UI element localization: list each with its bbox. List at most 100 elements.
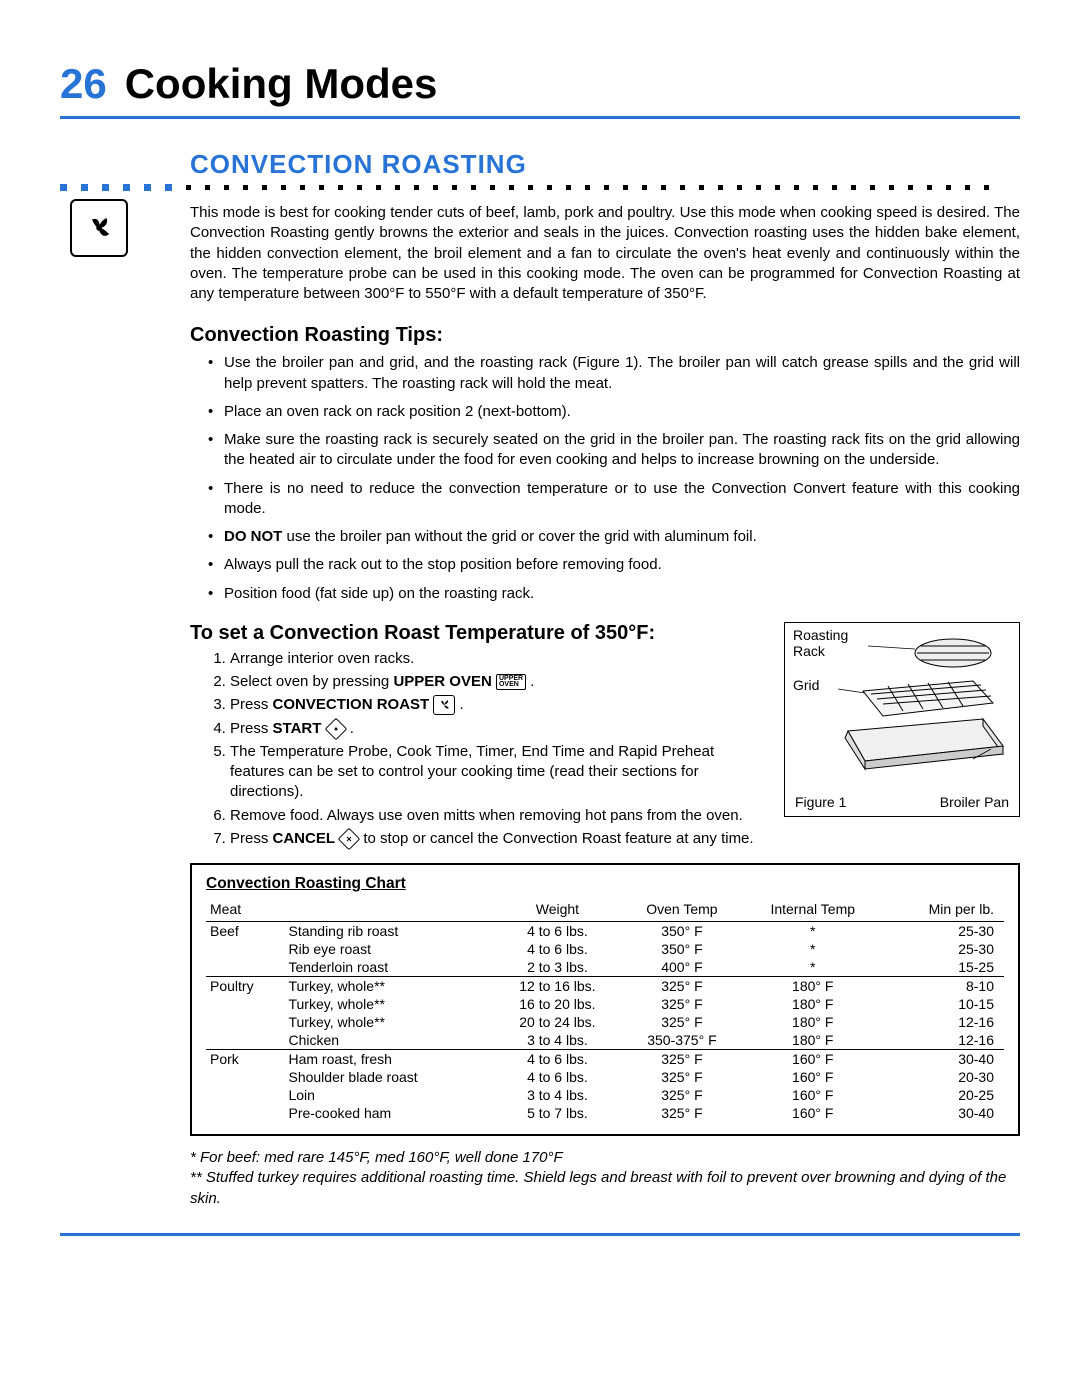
chart-cell: 350-375° F	[622, 1031, 743, 1050]
chart-column-header: Weight	[493, 899, 621, 922]
chart-cell: Turkey, whole**	[284, 995, 493, 1013]
chart-cell: 3 to 4 lbs.	[493, 1086, 621, 1104]
chart-cell: 4 to 6 lbs.	[493, 940, 621, 958]
chart-cell: 160° F	[742, 1104, 883, 1122]
chart-cell: 325° F	[622, 1013, 743, 1031]
chart-row: Tenderloin roast2 to 3 lbs.400° F*15-25	[206, 958, 1004, 977]
chart-cell: *	[742, 940, 883, 958]
chart-row: BeefStanding rib roast4 to 6 lbs.350° F*…	[206, 922, 1004, 941]
chart-cell: 4 to 6 lbs.	[493, 1050, 621, 1069]
chart-cell: 30-40	[883, 1104, 1004, 1122]
chart-cell: 20-25	[883, 1086, 1004, 1104]
chart-column-header: Internal Temp	[742, 899, 883, 922]
chart-row: PoultryTurkey, whole**12 to 16 lbs.325° …	[206, 977, 1004, 996]
figure-caption: Figure 1	[795, 794, 846, 810]
chart-cell: *	[742, 958, 883, 977]
page-footer-rule	[60, 1233, 1020, 1236]
section-title: CONVECTION ROASTING	[190, 149, 1020, 180]
chart-cell: 8-10	[883, 977, 1004, 996]
chart-cell: 325° F	[622, 1104, 743, 1122]
content-column: CONVECTION ROASTING This mode is best fo…	[190, 149, 1020, 1209]
chart-cell	[206, 958, 284, 977]
chart-cell: Turkey, whole**	[284, 1013, 493, 1031]
chart-cell: 325° F	[622, 1086, 743, 1104]
chart-cell: 180° F	[742, 995, 883, 1013]
chart-cell: 325° F	[622, 977, 743, 996]
tip-item: Use the broiler pan and grid, and the ro…	[208, 353, 1020, 394]
roasting-figure: Roasting Rack Grid	[784, 622, 1020, 817]
chart-cell: 4 to 6 lbs.	[493, 922, 621, 941]
chart-column-header: Oven Temp	[622, 899, 743, 922]
upper-oven-icon: UPPEROVEN	[496, 674, 526, 691]
start-button-icon	[324, 717, 347, 740]
footnotes: * For beef: med rare 145°F, med 160°F, w…	[190, 1148, 1020, 1209]
tip-item: Make sure the roasting rack is securely …	[208, 430, 1020, 471]
conv-roast-button-icon	[433, 695, 455, 715]
chart-row: Chicken3 to 4 lbs.350-375° F180° F12-16	[206, 1031, 1004, 1050]
chart-cell: Tenderloin roast	[284, 958, 493, 977]
chart-cell: 12 to 16 lbs.	[493, 977, 621, 996]
tip-item: Position food (fat side up) on the roast…	[208, 584, 1020, 604]
chart-row: Shoulder blade roast4 to 6 lbs.325° F160…	[206, 1068, 1004, 1086]
intro-paragraph: This mode is best for cooking tender cut…	[190, 203, 1020, 304]
chart-cell: Turkey, whole**	[284, 977, 493, 996]
chart-column-header: Min per lb.	[883, 899, 1004, 922]
chart-cell: Poultry	[206, 977, 284, 996]
chart-title: Convection Roasting Chart	[206, 875, 1004, 893]
chart-row: Turkey, whole**20 to 24 lbs.325° F180° F…	[206, 1013, 1004, 1031]
chart-cell: 12-16	[883, 1031, 1004, 1050]
chart-row: Turkey, whole**16 to 20 lbs.325° F180° F…	[206, 995, 1004, 1013]
chart-column-header: Meat	[206, 899, 284, 922]
chart-cell: 160° F	[742, 1050, 883, 1069]
manual-page: 26 Cooking Modes CONVECTION ROASTING Thi…	[0, 0, 1080, 1276]
chart-cell: Beef	[206, 922, 284, 941]
chart-cell: 3 to 4 lbs.	[493, 1031, 621, 1050]
chart-cell	[206, 1031, 284, 1050]
chart-row: Rib eye roast4 to 6 lbs.350° F*25-30	[206, 940, 1004, 958]
tips-list: Use the broiler pan and grid, and the ro…	[190, 353, 1020, 604]
chart-cell: 2 to 3 lbs.	[493, 958, 621, 977]
page-header: 26 Cooking Modes	[60, 60, 1020, 119]
footnote-1: * For beef: med rare 145°F, med 160°F, w…	[190, 1148, 1020, 1168]
tip-item: Place an oven rack on rack position 2 (n…	[208, 402, 1020, 422]
chart-cell: Pork	[206, 1050, 284, 1069]
chart-cell: Loin	[284, 1086, 493, 1104]
page-title: Cooking Modes	[125, 60, 438, 108]
chart-cell: 4 to 6 lbs.	[493, 1068, 621, 1086]
left-margin	[60, 149, 180, 257]
chart-cell: 160° F	[742, 1086, 883, 1104]
step-7: Press CANCEL to stop or cancel the Conve…	[230, 829, 1020, 849]
chart-cell: 160° F	[742, 1068, 883, 1086]
chart-cell: Standing rib roast	[284, 922, 493, 941]
figure-label-broiler: Broiler Pan	[940, 794, 1009, 810]
chart-cell: 12-16	[883, 1013, 1004, 1031]
chart-cell: Chicken	[284, 1031, 493, 1050]
chart-cell: 25-30	[883, 922, 1004, 941]
chart-row: Pre-cooked ham5 to 7 lbs.325° F160° F30-…	[206, 1104, 1004, 1122]
tip-item: There is no need to reduce the convectio…	[208, 479, 1020, 520]
chart-cell: 325° F	[622, 995, 743, 1013]
chart-cell: Shoulder blade roast	[284, 1068, 493, 1086]
tip-item: Always pull the rack out to the stop pos…	[208, 555, 1020, 575]
chart-cell	[206, 1086, 284, 1104]
chart-cell: 400° F	[622, 958, 743, 977]
chart-row: PorkHam roast, fresh4 to 6 lbs.325° F160…	[206, 1050, 1004, 1069]
chart-cell: 25-30	[883, 940, 1004, 958]
footnote-2: ** Stuffed turkey requires additional ro…	[190, 1168, 1020, 1209]
chart-cell: *	[742, 922, 883, 941]
chart-cell: 350° F	[622, 940, 743, 958]
chart-cell: Rib eye roast	[284, 940, 493, 958]
chart-cell: 180° F	[742, 1013, 883, 1031]
chart-cell: 180° F	[742, 977, 883, 996]
roasting-chart-table: Meat WeightOven TempInternal TempMin per …	[206, 899, 1004, 1122]
chart-cell: 180° F	[742, 1031, 883, 1050]
chart-cell: 350° F	[622, 922, 743, 941]
chart-cell: 20-30	[883, 1068, 1004, 1086]
chart-cell: 325° F	[622, 1050, 743, 1069]
chart-column-header	[284, 899, 493, 922]
chart-cell	[206, 995, 284, 1013]
chart-cell: 325° F	[622, 1068, 743, 1086]
chart-cell	[206, 1068, 284, 1086]
chart-cell: 20 to 24 lbs.	[493, 1013, 621, 1031]
chart-cell: 10-15	[883, 995, 1004, 1013]
